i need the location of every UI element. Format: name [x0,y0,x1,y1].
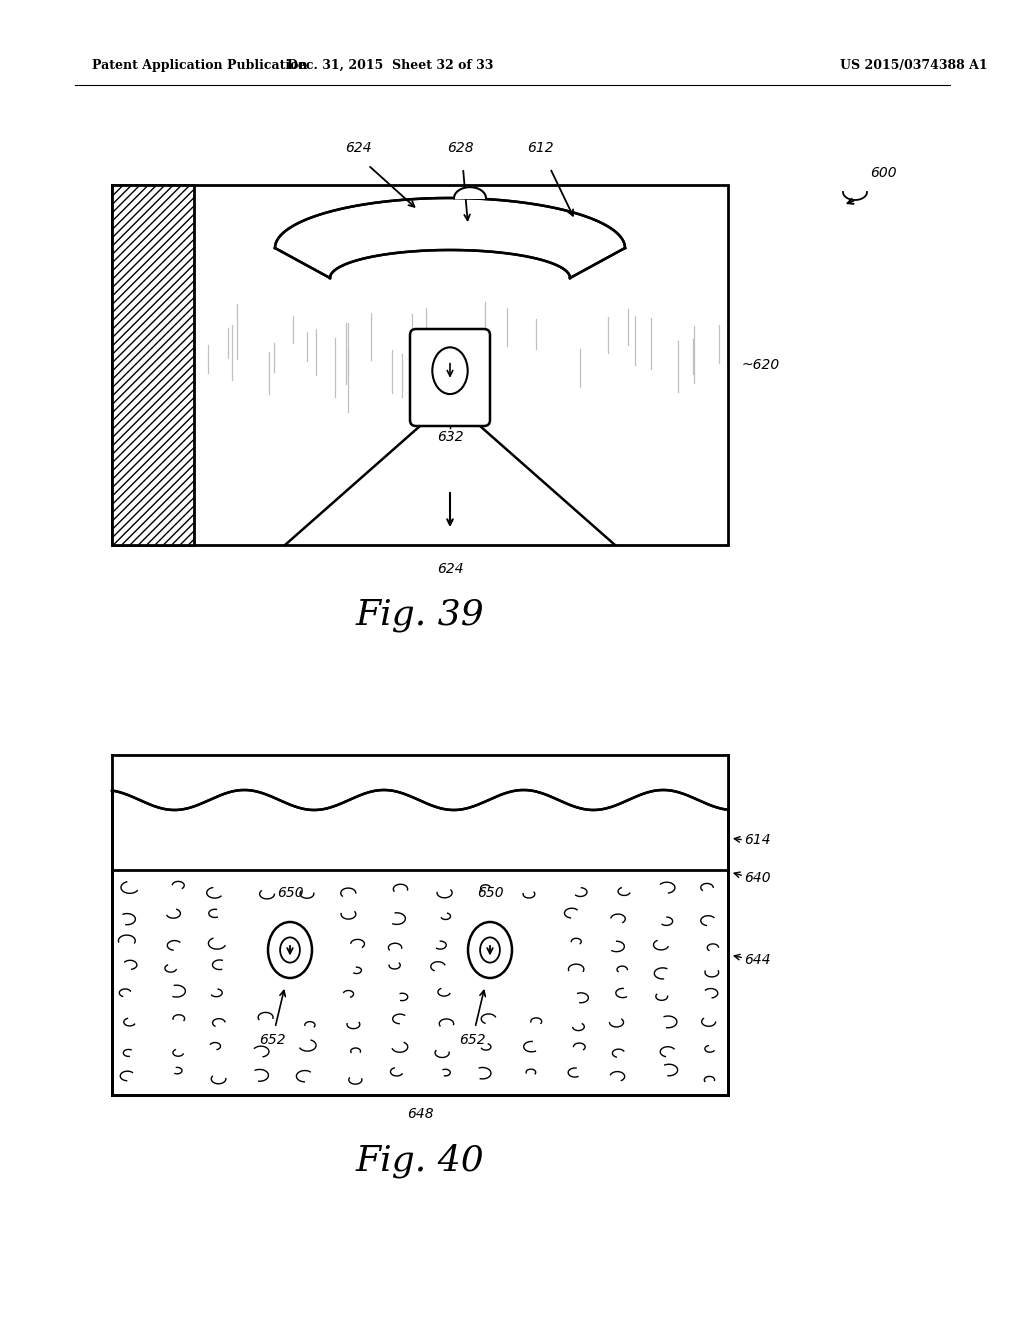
FancyBboxPatch shape [410,329,490,426]
Text: Dec. 31, 2015  Sheet 32 of 33: Dec. 31, 2015 Sheet 32 of 33 [287,58,494,71]
Text: 648: 648 [407,1107,433,1121]
Text: 624: 624 [436,562,463,576]
Ellipse shape [268,921,312,978]
Text: Patent Application Publication: Patent Application Publication [92,58,307,71]
Text: 644: 644 [744,953,771,968]
Polygon shape [112,755,728,810]
Bar [112,185,728,545]
Text: 652: 652 [459,1034,485,1047]
Text: US 2015/0374388 A1: US 2015/0374388 A1 [840,58,987,71]
Polygon shape [275,198,625,279]
Text: 652: 652 [259,1034,286,1047]
Ellipse shape [281,937,300,962]
Text: 614: 614 [744,833,771,847]
Text: ~620: ~620 [742,358,780,372]
Text: 600: 600 [870,166,897,180]
Ellipse shape [480,937,500,962]
Bar [112,185,194,545]
Text: 632: 632 [436,430,463,444]
Ellipse shape [468,921,512,978]
Ellipse shape [432,347,468,395]
Text: 628: 628 [446,141,473,154]
Text: 624: 624 [345,141,372,154]
Text: 640: 640 [744,871,771,884]
Bar [112,755,728,1096]
Polygon shape [454,187,486,198]
Text: Fig. 39: Fig. 39 [355,598,484,632]
Text: Fig. 40: Fig. 40 [355,1143,484,1177]
Text: 612: 612 [526,141,553,154]
Text: 650: 650 [477,886,504,900]
Text: 650: 650 [276,886,303,900]
